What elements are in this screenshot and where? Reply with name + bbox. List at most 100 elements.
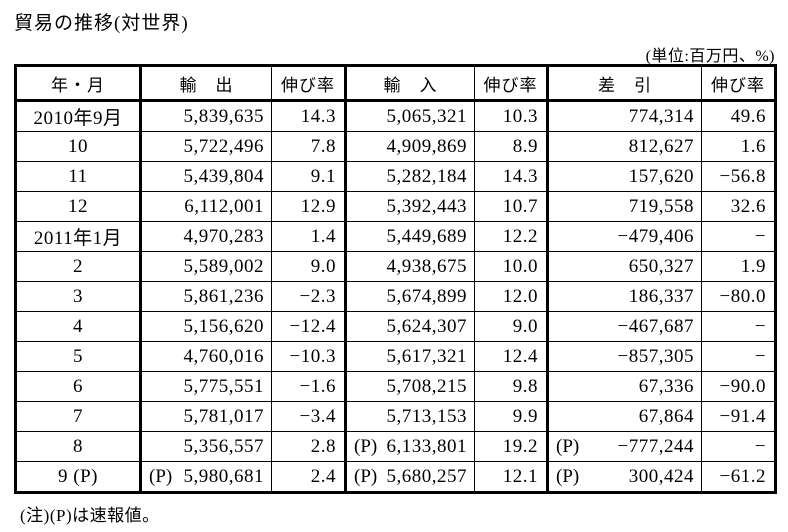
import-growth-cell: 10.7	[474, 191, 549, 222]
balance-value-cell: 157,620	[547, 161, 702, 192]
export-growth-cell: 14.3	[271, 100, 347, 132]
export-value-cell: 4,970,283	[140, 221, 272, 252]
export-value-cell: 5,839,635	[140, 100, 272, 132]
table-row: 7 5,781,017 −3.4 5,713,153 9.9 67,864 −91.4	[15, 401, 776, 432]
period-cell: 2	[15, 251, 142, 282]
export-value: 6,112,001	[184, 195, 264, 217]
export-value: 5,781,017	[183, 405, 264, 427]
balance-value-cell: −857,305	[547, 341, 702, 372]
import-value: 5,680,257	[386, 465, 467, 487]
export-value: 5,775,551	[183, 375, 264, 397]
preliminary-mark: (P)	[149, 465, 173, 487]
balance-growth-cell: 32.6	[701, 191, 776, 222]
balance-value: 186,337	[628, 285, 694, 307]
export-value-cell: 4,760,016	[140, 341, 272, 372]
import-value-cell: 4,938,675	[345, 251, 475, 282]
balance-value: 812,627	[628, 135, 694, 157]
page-title: 貿易の推移(対世界)	[14, 13, 189, 34]
import-value-cell: 5,282,184	[345, 161, 475, 192]
balance-value: 300,424	[628, 465, 694, 487]
import-growth-cell: 9.8	[474, 371, 549, 402]
import-value-cell: 5,617,321	[345, 341, 475, 372]
col-header-balance-growth: 伸び率	[701, 65, 776, 102]
export-growth-cell: −3.4	[271, 401, 347, 432]
period-cell: 2010年9月	[15, 100, 142, 132]
col-header-import-growth: 伸び率	[474, 65, 549, 102]
export-value: 5,589,002	[183, 255, 264, 277]
import-value-cell: 5,065,321	[345, 100, 475, 132]
col-header-balance: 差 引	[547, 65, 702, 102]
import-growth-cell: 9.9	[474, 401, 549, 432]
col-header-export-growth: 伸び率	[271, 65, 347, 102]
balance-value: 67,336	[638, 375, 694, 397]
import-value-cell: 4,909,869	[345, 131, 475, 162]
balance-value-cell: 774,314	[547, 100, 702, 132]
import-growth-cell: 14.3	[474, 161, 549, 192]
export-value-cell: 5,775,551	[140, 371, 272, 402]
export-growth-cell: 1.4	[271, 221, 347, 252]
balance-value: 157,620	[628, 165, 694, 187]
balance-value: −467,687	[617, 315, 694, 337]
export-value-cell: 5,589,002	[140, 251, 272, 282]
import-growth-cell: 12.1	[474, 461, 549, 493]
balance-value: −479,406	[617, 225, 694, 247]
table-row: 11 5,439,804 9.1 5,282,184 14.3 157,620 −56.8	[15, 161, 776, 192]
export-value-cell: 5,156,620	[140, 311, 272, 342]
export-value-cell: 5,722,496	[140, 131, 272, 162]
export-growth-cell: 9.1	[271, 161, 347, 192]
table-row: 4 5,156,620 −12.4 5,624,307 9.0 −467,687−	[15, 311, 776, 342]
import-value-cell: 5,449,689	[345, 221, 475, 252]
balance-value: −857,305	[617, 345, 694, 367]
balance-value-cell: 67,336	[547, 371, 702, 402]
balance-value: 67,864	[638, 405, 694, 427]
import-growth-cell: 19.2	[474, 431, 549, 462]
period-cell: 3	[15, 281, 142, 312]
balance-growth-cell: −80.0	[701, 281, 776, 312]
table-row: 6 5,775,551 −1.6 5,708,215 9.8 67,336 −90.0	[15, 371, 776, 402]
balance-value: 774,314	[628, 105, 694, 127]
import-value-cell: 5,713,153	[345, 401, 475, 432]
export-value: 5,439,804	[183, 165, 264, 187]
period-cell: 7	[15, 401, 142, 432]
import-growth-cell: 10.3	[474, 100, 549, 132]
export-value-cell: 5,781,017	[140, 401, 272, 432]
export-growth-cell: 9.0	[271, 251, 347, 282]
import-value: 5,617,321	[386, 345, 467, 367]
table-row: 8 5,356,557 2.8 (P) 6,133,801 19.2 (P) −777,244…	[15, 431, 776, 462]
import-value: 5,449,689	[386, 225, 467, 247]
export-value: 5,722,496	[183, 135, 264, 157]
import-value: 5,624,307	[386, 315, 467, 337]
import-value: 5,674,899	[386, 285, 467, 307]
export-value-cell: 5,356,557	[140, 431, 272, 462]
import-value-cell: (P) 6,133,801	[345, 431, 475, 462]
export-value-cell: 5,439,804	[140, 161, 272, 192]
balance-growth-cell: −	[701, 311, 776, 342]
footnote: (注)(P)は速報値。	[20, 506, 160, 525]
export-value: 5,156,620	[183, 315, 264, 337]
balance-value: 719,558	[628, 195, 694, 217]
import-value: 5,708,215	[386, 375, 467, 397]
period-cell: 6	[15, 371, 142, 402]
import-value-cell: (P) 5,680,257	[345, 461, 475, 493]
export-value: 4,970,283	[183, 225, 264, 247]
balance-growth-cell: 1.6	[701, 131, 776, 162]
preliminary-mark: (P)	[556, 465, 580, 487]
export-value: 5,861,236	[183, 285, 264, 307]
export-value-cell: 5,861,236	[140, 281, 272, 312]
balance-value-cell: 67,864	[547, 401, 702, 432]
balance-value-cell: 812,627	[547, 131, 702, 162]
balance-value: −777,244	[617, 435, 694, 457]
balance-growth-cell: −	[701, 221, 776, 252]
period-cell: 11	[15, 161, 142, 192]
export-growth-cell: 7.8	[271, 131, 347, 162]
table-row: 2010年9月 5,839,635 14.3 5,065,321 10.3 774,314…	[15, 100, 776, 132]
balance-growth-cell: −56.8	[701, 161, 776, 192]
import-value: 5,282,184	[386, 165, 467, 187]
export-growth-cell: −2.3	[271, 281, 347, 312]
period-cell: 12	[15, 191, 142, 222]
balance-growth-cell: 49.6	[701, 100, 776, 132]
trade-table: 年・月 輸 出 伸び率 輸 入 伸び率 差 引 伸び率 2010年9月 5,839…	[14, 64, 777, 494]
balance-growth-cell: −91.4	[701, 401, 776, 432]
import-value: 6,133,801	[386, 435, 467, 457]
import-value: 5,713,153	[386, 405, 467, 427]
